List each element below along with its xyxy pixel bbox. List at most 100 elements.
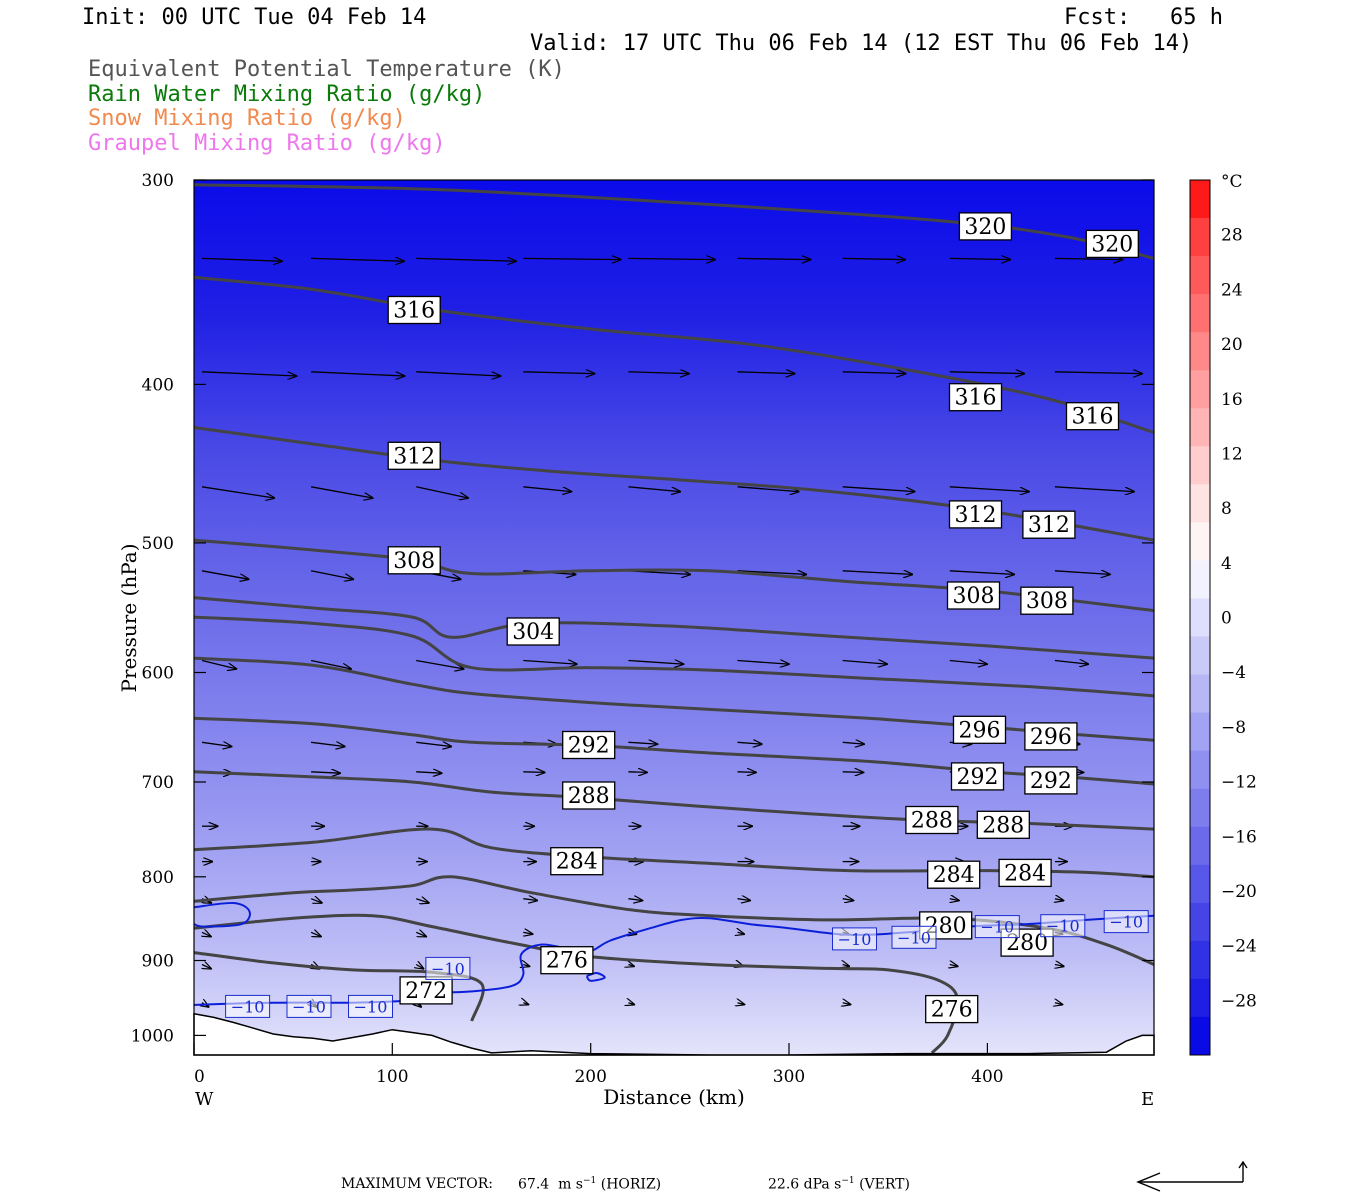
- y-tick-label: 800: [142, 868, 174, 888]
- wind-vector: [310, 486, 373, 498]
- contour-label-text: 292: [568, 734, 610, 759]
- wind-vector: [737, 742, 762, 744]
- colorbar-swatch: [1190, 446, 1210, 485]
- plot-background: [194, 180, 1154, 1055]
- contour-label-box: [946, 581, 1001, 610]
- colorbar-tick-label: 8: [1221, 499, 1232, 519]
- contour-label-box: [925, 994, 979, 1024]
- y-tick-label: 500: [142, 534, 174, 554]
- wind-vector: [416, 742, 451, 746]
- wind-vector: [523, 932, 532, 934]
- contour-label-text: 288: [982, 813, 1024, 838]
- wind-vector: [628, 965, 634, 967]
- contour-label-text: 288: [568, 784, 610, 809]
- wind-vector: [628, 486, 680, 492]
- terrain: [193, 1012, 1155, 1056]
- wind-vector: [738, 1003, 745, 1005]
- wind-vector: [843, 1003, 851, 1005]
- contour-label: 320: [1085, 229, 1139, 259]
- isotherm-label-box: [974, 915, 1020, 939]
- wind-vectors: [202, 258, 1142, 1007]
- contour-label-text: 284: [1004, 861, 1046, 886]
- plot-frame: [193, 179, 1155, 1056]
- wind-vector: [523, 258, 620, 259]
- isotherm-label-text: −10: [897, 928, 931, 947]
- max-vert-vector: 22.6 dPa s−1 (VERT): [768, 1176, 910, 1193]
- wind-vector: [1055, 899, 1063, 901]
- colorbar-tick-label: 24: [1221, 280, 1243, 300]
- contour-label: 296: [952, 715, 1007, 744]
- contour-label-text: 316: [955, 386, 997, 411]
- wind-vector: [523, 965, 529, 967]
- colorbar-tick-label: −12: [1221, 773, 1257, 793]
- wind-vector: [842, 661, 887, 665]
- colorbar-swatch: [1190, 484, 1210, 523]
- wind-vector: [1055, 1003, 1063, 1005]
- field-label-snow: Snow Mixing Ratio (g/kg): [88, 106, 406, 131]
- wind-vector: [1054, 258, 1122, 259]
- colorbar-tick-label: −8: [1221, 718, 1246, 738]
- wind-vector: [737, 772, 756, 773]
- colorbar-swatch: [1190, 1016, 1210, 1056]
- colorbar-swatch: [1190, 978, 1210, 1018]
- wind-vector: [737, 372, 795, 374]
- wind-vector: [201, 371, 296, 376]
- wind-vector: [523, 486, 571, 492]
- isotherm-label: −10: [1103, 910, 1149, 934]
- wind-vector: [949, 372, 1024, 374]
- contour-label-text: 316: [393, 299, 435, 324]
- wind-vector: [416, 772, 441, 773]
- colorbar: 28 24 20 16 12 8 4 0 −4 −8 −12 −16 −20 −24 −28: [1189, 179, 1257, 1056]
- colorbar-tick-label: 0: [1221, 609, 1232, 629]
- wind-vector: [950, 899, 959, 901]
- colorbar-tick-label: 12: [1221, 444, 1243, 464]
- contour-label: 292: [562, 730, 616, 760]
- contour-label: 276: [925, 994, 979, 1024]
- contour-label-box: [387, 295, 441, 325]
- wind-vector: [737, 571, 807, 575]
- contour-label-box: [506, 617, 560, 646]
- contour-label: 292: [950, 762, 1005, 791]
- x-axis-title: Distance (km): [603, 1085, 745, 1109]
- colorbar-swatch: [1190, 522, 1210, 561]
- wind-vector: [311, 772, 340, 773]
- contour-label-text: 312: [393, 444, 435, 469]
- contour-label: 312: [948, 500, 1003, 529]
- contour-label: 288: [562, 781, 616, 810]
- colorbar-swatch: [1190, 788, 1210, 828]
- wind-vector: [842, 486, 915, 492]
- wind-vector: [1054, 661, 1088, 665]
- isotherm-label-text: −10: [980, 918, 1014, 937]
- wind-vector: [949, 258, 1010, 259]
- wind-vector: [311, 742, 345, 746]
- wind-vector: [628, 661, 683, 665]
- wind-vector: [201, 486, 274, 498]
- colorbar-tick-label: 16: [1221, 390, 1243, 410]
- theta-e-contour-320: [193, 183, 1155, 260]
- isotherm-label-box: [1040, 914, 1086, 938]
- wind-vector: [842, 571, 913, 575]
- contour-label-box: [387, 441, 441, 470]
- wind-vector: [737, 258, 811, 259]
- contour-label: 308: [387, 546, 441, 575]
- colorbar-swatch: [1190, 750, 1210, 790]
- wind-vector: [842, 258, 906, 259]
- colorbar-tick-label: −28: [1221, 991, 1257, 1011]
- contour-label-box: [905, 805, 959, 835]
- wind-vector: [523, 372, 594, 374]
- contour-label: 312: [1022, 510, 1076, 539]
- colorbar-swatch: [1190, 370, 1210, 409]
- forecast-hour: Fcst: 65 h: [1064, 5, 1223, 30]
- contour-label-box: [958, 212, 1013, 241]
- isotherm-label-box: [425, 956, 471, 980]
- theta-e-contour-316: [193, 275, 1155, 434]
- contour-label: 304: [506, 617, 560, 646]
- theta-e-contour-296: [193, 656, 1155, 742]
- contour-label: 312: [387, 441, 441, 470]
- isotherm-label-box: [1103, 910, 1149, 934]
- contour-label-box: [1024, 722, 1078, 751]
- wind-vector: [523, 899, 537, 901]
- colorbar-swatch: [1190, 940, 1210, 980]
